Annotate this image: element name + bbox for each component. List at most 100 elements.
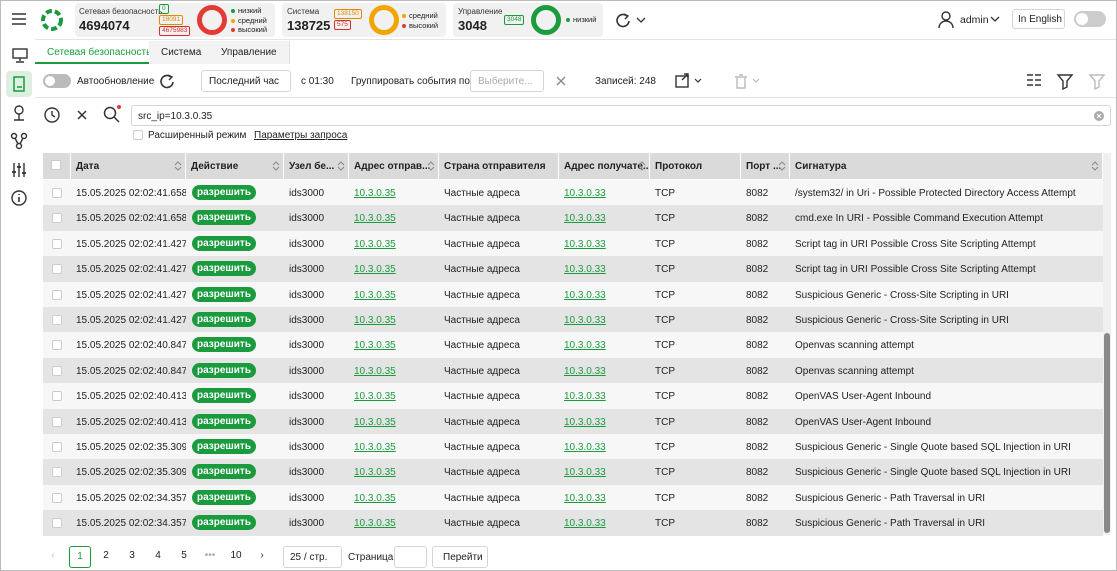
ip-link[interactable]: 10.3.0.35 [354,416,396,428]
filter-icon[interactable] [1056,72,1074,90]
page-button[interactable]: 5 [181,550,187,561]
group-select[interactable]: Выберите... [470,70,544,92]
user-name[interactable]: admin [960,14,989,26]
table-row[interactable]: 15.05.2025 02:02:40.413 разрешить ids3000 1… [43,383,1103,409]
row-checkbox[interactable] [52,391,62,402]
ip-link[interactable]: 10.3.0.33 [564,340,606,352]
column-header[interactable]: Сигнатура [790,153,1103,179]
ip-link[interactable]: 10.3.0.35 [354,442,396,453]
ip-link[interactable]: 10.3.0.33 [564,264,606,276]
table-row[interactable]: 15.05.2025 02:02:41.427 разрешить ids3000 1… [43,230,1103,257]
search-icon[interactable] [102,104,124,124]
row-checkbox[interactable] [52,442,62,452]
table-row[interactable]: 15.05.2025 02:02:41.658 разрешить ids3000 1… [43,205,1103,231]
row-checkbox[interactable] [52,188,62,198]
query-params-link[interactable]: Параметры запроса [254,130,348,141]
table-row[interactable]: 15.05.2025 02:02:40.847 разрешить ids3000 1… [43,357,1103,384]
sort-icon[interactable] [337,161,345,171]
refresh-icon[interactable] [158,72,176,90]
column-header[interactable]: Дата [71,153,186,179]
ip-link[interactable]: 10.3.0.33 [564,467,606,479]
search-input[interactable]: src_ip=10.3.0.35 [131,105,1111,126]
next-page[interactable]: › [260,550,264,561]
column-header[interactable]: Порт ... [741,153,790,179]
row-checkbox[interactable] [52,315,62,325]
row-checkbox[interactable] [52,238,62,249]
row-checkbox[interactable] [52,416,62,427]
ip-link[interactable]: 10.3.0.33 [564,315,606,326]
row-checkbox[interactable] [52,264,62,275]
go-button[interactable]: Перейти [432,546,488,568]
ip-link[interactable]: 10.3.0.33 [564,442,606,453]
ip-link[interactable]: 10.3.0.35 [354,213,396,225]
tab[interactable]: Управление [209,41,290,64]
column-header[interactable]: Узел бе... [284,153,349,179]
ip-link[interactable]: 10.3.0.33 [564,391,606,403]
table-row[interactable]: 15.05.2025 02:02:40.847 разрешить ids3000 1… [43,332,1103,358]
table-row[interactable]: 15.05.2025 02:02:35.309 разрешить ids3000 1… [43,434,1103,460]
ip-link[interactable]: 10.3.0.33 [564,518,606,530]
info-icon[interactable] [10,189,28,207]
settings-icon[interactable] [10,161,28,179]
ip-link[interactable]: 10.3.0.33 [564,492,606,504]
ip-link[interactable]: 10.3.0.35 [354,391,396,403]
column-header[interactable]: Страна отправителя [439,153,559,179]
sort-icon[interactable] [778,161,786,171]
graph-icon[interactable] [10,132,28,150]
table-row[interactable]: 15.05.2025 02:02:41.658 разрешить ids3000 1… [43,180,1103,206]
ip-link[interactable]: 10.3.0.35 [354,315,396,326]
page-button[interactable]: 10 [230,550,242,561]
clear-search[interactable] [1093,110,1105,122]
page-button[interactable]: 3 [129,550,135,561]
ip-link[interactable]: 10.3.0.35 [354,238,396,250]
row-checkbox[interactable] [52,492,62,503]
page-button[interactable]: ••• [204,550,216,561]
ip-link[interactable]: 10.3.0.35 [354,340,396,352]
advanced-checkbox[interactable] [133,130,143,140]
row-checkbox[interactable] [52,289,62,300]
active-nav[interactable] [6,71,32,97]
sort-icon[interactable] [1091,161,1099,171]
history-icon[interactable] [43,106,61,124]
table-row[interactable]: 15.05.2025 02:02:41.427 разрешить ids3000 1… [43,256,1103,282]
page-button[interactable]: 4 [155,550,161,561]
table-row[interactable]: 15.05.2025 02:02:40.413 разрешить ids3000 1… [43,408,1103,434]
export-button[interactable] [673,71,707,91]
clear-filter-icon[interactable] [1088,72,1106,90]
row-checkbox[interactable] [52,365,62,376]
row-checkbox[interactable] [52,213,62,224]
period-select[interactable]: Последний час [201,70,291,92]
autoupdate-toggle[interactable] [43,74,71,88]
page-size[interactable]: 25 / стр. [283,546,342,568]
page-input[interactable] [394,546,427,568]
tab[interactable]: Сетевая безопасность [35,41,165,64]
sort-icon[interactable] [638,161,646,171]
ip-link[interactable]: 10.3.0.35 [354,289,396,301]
ip-link[interactable]: 10.3.0.35 [354,467,396,479]
column-header[interactable]: Протокол [650,153,741,179]
ip-link[interactable]: 10.3.0.33 [564,416,606,428]
ip-link[interactable]: 10.3.0.35 [354,518,396,530]
sort-icon[interactable] [427,161,435,171]
sort-icon[interactable] [174,161,182,171]
ip-link[interactable]: 10.3.0.33 [564,238,606,250]
ip-link[interactable]: 10.3.0.33 [564,188,606,199]
theme-toggle[interactable] [1074,11,1106,27]
ip-link[interactable]: 10.3.0.35 [354,492,396,504]
tab[interactable]: Система [149,41,215,64]
column-header[interactable]: Действие [186,153,284,179]
column-header[interactable]: Адрес отправ... [349,153,439,179]
ip-link[interactable]: 10.3.0.35 [354,365,396,377]
menu-icon[interactable] [9,9,29,29]
ip-link[interactable]: 10.3.0.33 [564,213,606,225]
close-icon[interactable] [75,108,89,122]
table-row[interactable]: 15.05.2025 02:02:35.309 разрешить ids3000 1… [43,459,1103,485]
row-checkbox[interactable] [52,340,62,351]
prev-page[interactable]: ‹ [51,550,55,561]
table-row[interactable]: 15.05.2025 02:02:41.427 разрешить ids3000 1… [43,281,1103,307]
clear-icon[interactable] [554,74,568,88]
column-header[interactable]: Адрес получате... [559,153,650,179]
page-button[interactable]: 1 [69,546,91,568]
row-checkbox[interactable] [52,518,62,529]
table-row[interactable]: 15.05.2025 02:02:34.357 разрешить ids3000 1… [43,510,1103,536]
